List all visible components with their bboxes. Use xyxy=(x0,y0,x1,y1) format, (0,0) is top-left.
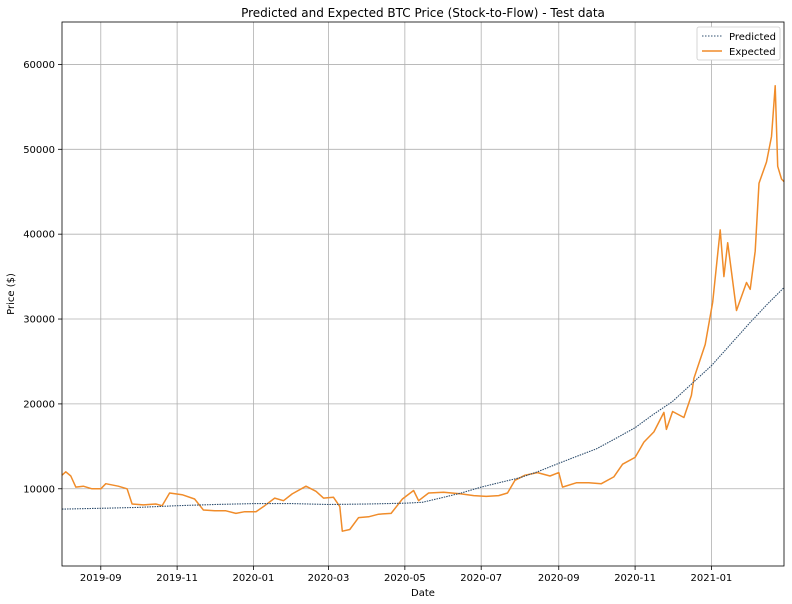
chart-title: Predicted and Expected BTC Price (Stock-… xyxy=(241,6,605,20)
plot-frame xyxy=(61,21,785,567)
x-tick-label: 2020-05 xyxy=(384,573,426,584)
grid xyxy=(62,22,784,566)
series-line-predicted xyxy=(61,287,785,510)
series-line-expected xyxy=(61,84,785,532)
y-tick-label: 50000 xyxy=(23,145,55,156)
x-tick-label: 2019-09 xyxy=(80,573,122,584)
x-tick-label: 2020-03 xyxy=(308,573,350,584)
x-axis-ticks: 2019-09 2019-11 2020-01 2020-03 2020-05 2020-… xyxy=(80,566,732,584)
y-tick-label: 20000 xyxy=(23,399,55,410)
legend-label-expected: Expected xyxy=(729,47,776,58)
y-axis-ticks: 10000 20000 30000 40000 50000 60000 xyxy=(23,60,62,495)
y-axis-label: Price ($) xyxy=(6,273,17,315)
y-tick-label: 60000 xyxy=(23,60,55,71)
legend: Predicted Expected xyxy=(696,26,781,61)
series-layer xyxy=(61,84,785,532)
y-tick-label: 10000 xyxy=(23,484,55,495)
y-tick-label: 30000 xyxy=(23,315,55,326)
x-tick-label: 2021-01 xyxy=(691,573,733,584)
x-tick-label: 2020-11 xyxy=(614,573,656,584)
x-axis-label: Date xyxy=(411,588,435,599)
x-tick-label: 2020-09 xyxy=(538,573,580,584)
legend-label-predicted: Predicted xyxy=(729,32,776,43)
x-tick-label: 2019-11 xyxy=(156,573,198,584)
x-tick-label: 2020-07 xyxy=(460,573,502,584)
x-tick-label: 2020-01 xyxy=(233,573,275,584)
y-tick-label: 40000 xyxy=(23,230,55,241)
